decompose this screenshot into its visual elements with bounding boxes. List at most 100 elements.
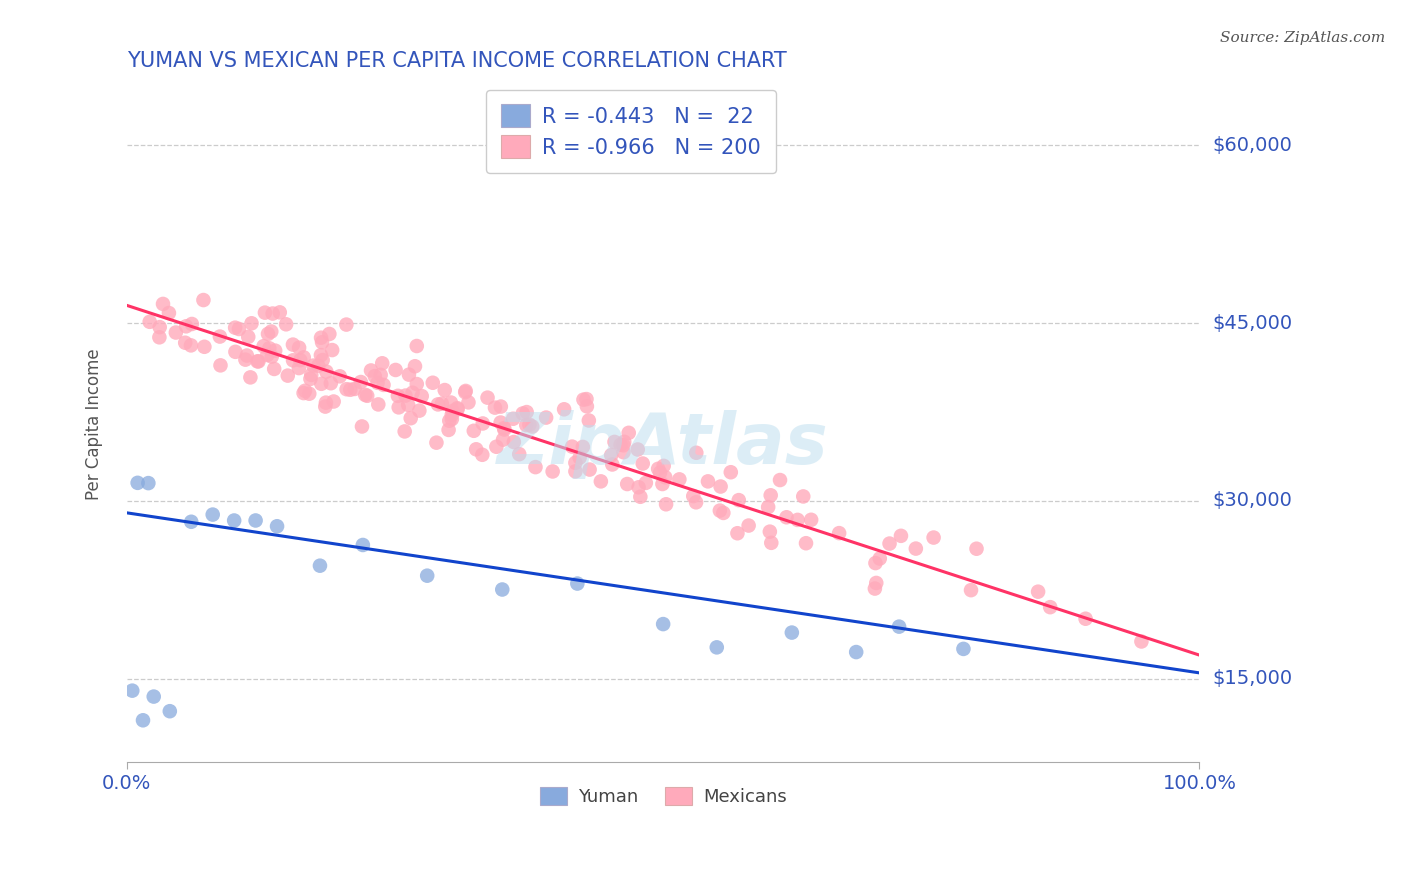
Point [367,376,389,390]
Point [494,423,516,437]
Point [405,377,427,392]
Point [516,405,538,419]
Point [315,365,337,379]
Point [256,348,278,362]
Point [299,368,322,382]
Point [408,403,430,417]
Point [471,417,494,431]
Text: Source: ZipAtlas.com: Source: ZipAtlas.com [1219,31,1385,45]
Point [180,317,202,331]
Point [425,435,447,450]
Legend: Yuman, Mexicans: Yuman, Mexicans [533,780,794,814]
Point [541,465,564,479]
Point [354,388,377,402]
Point [439,414,461,428]
Point [307,359,329,373]
Point [756,500,779,514]
Point [489,416,512,430]
Point [446,401,468,416]
Point [335,318,357,332]
Point [180,338,202,352]
Point [292,386,315,401]
Point [463,424,485,438]
Point [263,362,285,376]
Point [534,410,557,425]
Point [440,412,463,426]
Point [132,713,155,727]
Point [336,382,359,396]
Point [697,475,720,489]
Point [309,331,332,345]
Point [274,318,297,332]
Point [394,425,416,439]
Point [786,513,808,527]
Point [960,583,983,598]
Point [800,513,823,527]
Point [502,411,524,425]
Point [352,538,374,552]
Point [394,388,416,402]
Point [845,645,868,659]
Point [1130,634,1153,648]
Point [647,462,669,476]
Point [775,510,797,524]
Point [356,389,378,403]
Point [1039,600,1062,615]
Point [794,536,817,550]
Point [761,536,783,550]
Point [298,386,321,401]
Point [174,335,197,350]
Point [238,330,260,344]
Point [224,514,246,528]
Point [387,389,409,403]
Point [314,400,336,414]
Point [578,462,600,476]
Point [512,407,534,421]
Point [685,446,707,460]
Point [433,383,456,397]
Point [165,326,187,340]
Point [515,418,537,433]
Point [627,480,650,494]
Point [441,404,464,418]
Point [399,411,422,425]
Point [288,361,311,376]
Point [343,382,366,396]
Point [727,493,749,508]
Point [655,497,678,511]
Point [567,576,589,591]
Point [502,435,524,450]
Point [262,307,284,321]
Y-axis label: Per Capita Income: Per Capita Income [86,348,103,500]
Point [652,458,675,473]
Point [288,341,311,355]
Point [277,368,299,383]
Point [477,391,499,405]
Text: YUMAN VS MEXICAN PER CAPITA INCOME CORRELATION CHART: YUMAN VS MEXICAN PER CAPITA INCOME CORRE… [127,51,787,70]
Point [769,473,792,487]
Point [725,526,748,541]
Point [322,394,344,409]
Point [485,440,508,454]
Point [224,344,246,359]
Point [828,526,851,541]
Point [152,297,174,311]
Point [260,350,283,364]
Point [440,408,463,422]
Point [370,368,392,382]
Point [491,582,513,597]
Point [311,376,333,391]
Point [157,306,180,320]
Point [246,354,269,368]
Point [668,472,690,486]
Point [654,470,676,484]
Point [792,490,814,504]
Point [269,305,291,319]
Point [364,369,387,384]
Point [572,440,595,454]
Point [578,413,600,427]
Point [236,349,259,363]
Point [209,359,232,373]
Point [193,340,215,354]
Point [329,369,352,384]
